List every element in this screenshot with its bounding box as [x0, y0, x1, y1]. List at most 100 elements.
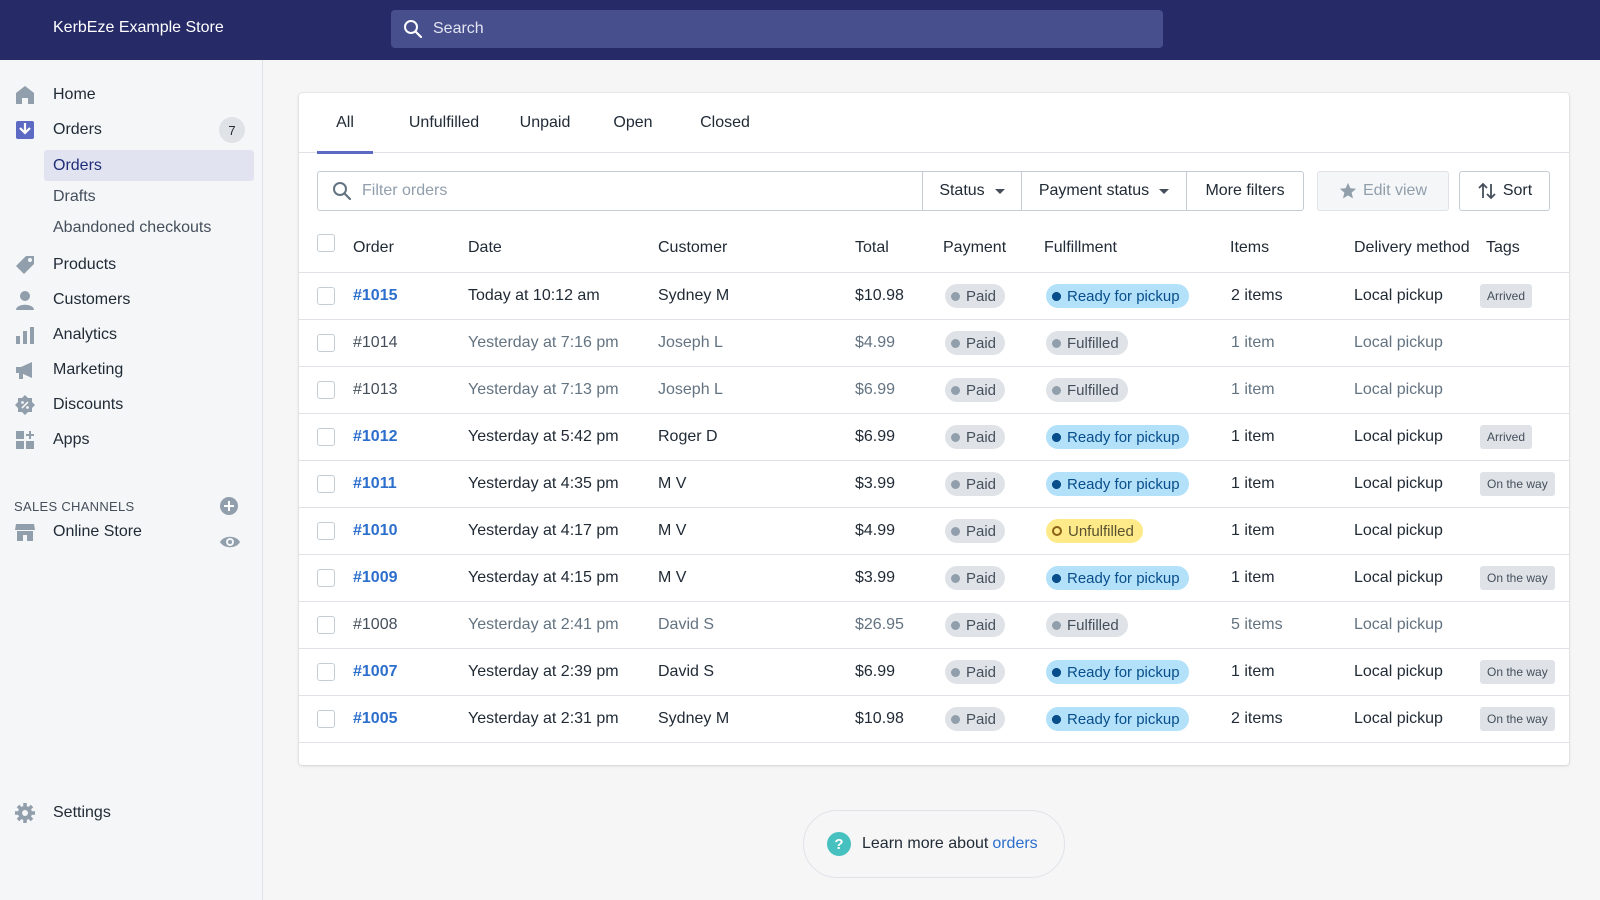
- row-checkbox[interactable]: [317, 616, 335, 634]
- sidebar-item-orders[interactable]: Orders 7: [0, 113, 263, 147]
- filter-orders-input[interactable]: Filter orders: [317, 171, 923, 211]
- status-dot-icon: [951, 291, 960, 301]
- row-checkbox[interactable]: [317, 663, 335, 681]
- plus-circle-icon[interactable]: [219, 496, 239, 516]
- table-row[interactable]: #1005 Yesterday at 2:31 pm Sydney M $10.98 P…: [299, 696, 1569, 743]
- tab-unpaid[interactable]: Unpaid: [519, 114, 571, 131]
- order-tag: Arrived: [1480, 284, 1533, 308]
- tab-unfulfilled[interactable]: Unfulfilled: [408, 114, 480, 131]
- sidebar-item-home[interactable]: Home: [0, 78, 263, 112]
- store-name[interactable]: KerbEze Example Store: [53, 19, 224, 36]
- row-checkbox[interactable]: [317, 428, 335, 446]
- status-dot-icon: [951, 714, 960, 724]
- status-filter-button[interactable]: Status: [922, 171, 1022, 211]
- discounts-icon: [15, 395, 35, 415]
- order-date: Yesterday at 4:17 pm: [468, 522, 619, 539]
- table-row[interactable]: #1007 Yesterday at 2:39 pm David S $6.99 Pai…: [299, 649, 1569, 696]
- table-row[interactable]: #1009 Yesterday at 4:15 pm M V $3.99 Paid Rea…: [299, 555, 1569, 602]
- sidebar-item-analytics[interactable]: Analytics: [0, 318, 263, 352]
- eye-icon[interactable]: [219, 531, 241, 553]
- row-checkbox[interactable]: [317, 287, 335, 305]
- fulfillment-status-badge: Ready for pickup: [1046, 660, 1189, 684]
- sidebar-item-label: Apps: [53, 431, 90, 448]
- order-date: Yesterday at 4:15 pm: [468, 569, 619, 586]
- table-row[interactable]: #1014 Yesterday at 7:16 pm Joseph L $4.99 Pa…: [299, 320, 1569, 367]
- column-header-delivery-method[interactable]: Delivery method: [1354, 239, 1470, 256]
- more-filters-button[interactable]: More filters: [1186, 171, 1304, 211]
- payment-status-filter-button[interactable]: Payment status: [1021, 171, 1187, 211]
- column-header-date[interactable]: Date: [468, 239, 502, 256]
- order-date: Yesterday at 2:41 pm: [468, 616, 619, 633]
- table-row[interactable]: #1008 Yesterday at 2:41 pm David S $26.95 Pa…: [299, 602, 1569, 649]
- order-number-link[interactable]: #1008: [353, 616, 398, 633]
- search-icon: [404, 20, 423, 39]
- global-search[interactable]: Search: [391, 10, 1163, 48]
- order-number-link[interactable]: #1010: [353, 522, 398, 539]
- fulfillment-status-label: Fulfilled: [1067, 334, 1119, 352]
- help-icon: ?: [827, 832, 851, 856]
- row-checkbox[interactable]: [317, 475, 335, 493]
- sort-button[interactable]: Sort: [1459, 171, 1550, 211]
- learn-more-orders-link[interactable]: orders: [992, 835, 1038, 852]
- order-number-link[interactable]: #1011: [353, 475, 397, 492]
- sidebar-item-marketing[interactable]: Marketing: [0, 353, 263, 387]
- delivery-method: Local pickup: [1354, 710, 1443, 727]
- delivery-method: Local pickup: [1354, 334, 1443, 351]
- order-number-link[interactable]: #1014: [353, 334, 398, 351]
- sort-icon: [1478, 182, 1496, 200]
- row-checkbox[interactable]: [317, 569, 335, 587]
- order-date: Yesterday at 2:31 pm: [468, 710, 619, 727]
- column-header-fulfillment[interactable]: Fulfillment: [1044, 239, 1117, 256]
- tab-all[interactable]: All: [317, 93, 373, 154]
- sidebar-item-apps[interactable]: Apps: [0, 423, 263, 457]
- payment-status-badge: Paid: [945, 707, 1006, 731]
- column-header-order[interactable]: Order: [353, 239, 394, 256]
- table-row[interactable]: #1012 Yesterday at 5:42 pm Roger D $6.99 Pai…: [299, 414, 1569, 461]
- tab-open[interactable]: Open: [613, 114, 653, 131]
- fulfillment-status-label: Ready for pickup: [1067, 663, 1180, 681]
- item-count: 5 items: [1231, 616, 1283, 633]
- fulfillment-status-badge: Ready for pickup: [1046, 566, 1189, 590]
- fulfillment-status-badge: Ready for pickup: [1046, 472, 1189, 496]
- row-checkbox[interactable]: [317, 710, 335, 728]
- sidebar-subitem-drafts[interactable]: Drafts: [53, 187, 96, 205]
- fulfillment-status-badge: Ready for pickup: [1046, 284, 1189, 308]
- order-number-link[interactable]: #1015: [353, 287, 398, 304]
- payment-status-badge: Paid: [945, 284, 1006, 308]
- payment-status-label: Paid: [966, 663, 997, 681]
- tab-closed[interactable]: Closed: [700, 114, 750, 131]
- column-header-payment[interactable]: Payment: [943, 239, 1007, 256]
- row-checkbox[interactable]: [317, 381, 335, 399]
- column-header-total[interactable]: Total: [855, 239, 889, 256]
- select-all-checkbox[interactable]: [317, 234, 335, 252]
- store-icon: [15, 524, 35, 541]
- row-checkbox[interactable]: [317, 522, 335, 540]
- order-number-link[interactable]: #1007: [353, 663, 398, 680]
- column-header-customer[interactable]: Customer: [658, 239, 728, 256]
- column-header-items[interactable]: Items: [1230, 239, 1270, 256]
- fulfillment-status-badge: Fulfilled: [1046, 331, 1128, 355]
- sidebar-item-products[interactable]: Products: [0, 248, 263, 282]
- order-number-link[interactable]: #1009: [353, 569, 398, 586]
- customer-name: Joseph L: [658, 381, 723, 398]
- sidebar-subitem-abandoned-checkouts[interactable]: Abandoned checkouts: [53, 218, 212, 236]
- table-row[interactable]: #1015 Today at 10:12 am Sydney M $10.98 Paid…: [299, 273, 1569, 320]
- payment-status-badge: Paid: [945, 519, 1006, 543]
- marketing-icon: [16, 362, 32, 379]
- payment-status-badge: Paid: [945, 425, 1006, 449]
- sidebar-item-discounts[interactable]: Discounts: [0, 388, 263, 422]
- table-row[interactable]: #1011 Yesterday at 4:35 pm M V $3.99 Paid Rea…: [299, 461, 1569, 508]
- sidebar-item-customers[interactable]: Customers: [0, 283, 263, 317]
- order-number-link[interactable]: #1005: [353, 710, 398, 727]
- sidebar-item-settings[interactable]: Settings: [0, 796, 263, 830]
- sidebar-subitem-orders[interactable]: Orders: [44, 150, 254, 181]
- item-count: 1 item: [1231, 663, 1275, 680]
- table-row[interactable]: #1010 Yesterday at 4:17 pm M V $4.99 Paid Unf…: [299, 508, 1569, 555]
- edit-view-button[interactable]: Edit view: [1317, 171, 1449, 211]
- order-number-link[interactable]: #1012: [353, 428, 398, 445]
- order-number-link[interactable]: #1013: [353, 381, 398, 398]
- row-checkbox[interactable]: [317, 334, 335, 352]
- column-header-tags[interactable]: Tags: [1486, 239, 1520, 256]
- table-row[interactable]: #1013 Yesterday at 7:13 pm Joseph L $6.99 Pa…: [299, 367, 1569, 414]
- sidebar-item-online-store[interactable]: Online Store: [0, 515, 263, 549]
